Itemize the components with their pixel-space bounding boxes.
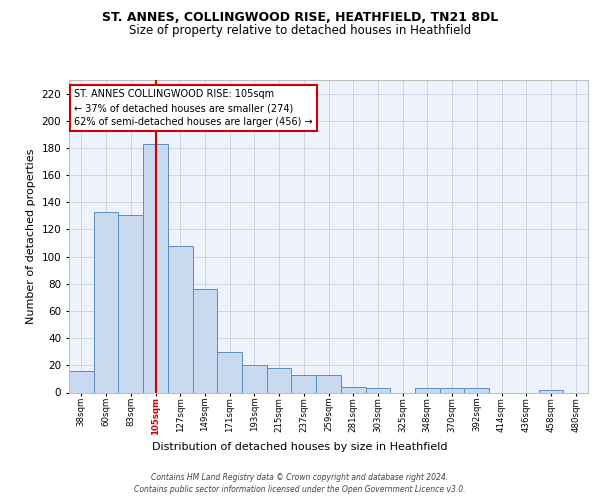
Bar: [217, 352, 242, 393]
Bar: [539, 390, 563, 392]
Bar: [316, 375, 341, 392]
Bar: [440, 388, 464, 392]
Bar: [69, 371, 94, 392]
Bar: [193, 289, 217, 393]
Bar: [464, 388, 489, 392]
Bar: [118, 214, 143, 392]
Text: ST. ANNES, COLLINGWOOD RISE, HEATHFIELD, TN21 8DL: ST. ANNES, COLLINGWOOD RISE, HEATHFIELD,…: [102, 11, 498, 24]
Text: Size of property relative to detached houses in Heathfield: Size of property relative to detached ho…: [129, 24, 471, 37]
Bar: [341, 387, 365, 392]
Bar: [267, 368, 292, 392]
Text: Distribution of detached houses by size in Heathfield: Distribution of detached houses by size …: [152, 442, 448, 452]
Bar: [415, 388, 440, 392]
Bar: [242, 366, 267, 392]
Text: Contains HM Land Registry data © Crown copyright and database right 2024.
Contai: Contains HM Land Registry data © Crown c…: [134, 472, 466, 494]
Bar: [143, 144, 168, 392]
Bar: [292, 375, 316, 392]
Text: ST. ANNES COLLINGWOOD RISE: 105sqm
← 37% of detached houses are smaller (274)
62: ST. ANNES COLLINGWOOD RISE: 105sqm ← 37%…: [74, 90, 313, 128]
Bar: [168, 246, 193, 392]
Bar: [365, 388, 390, 392]
Bar: [94, 212, 118, 392]
Y-axis label: Number of detached properties: Number of detached properties: [26, 148, 36, 324]
